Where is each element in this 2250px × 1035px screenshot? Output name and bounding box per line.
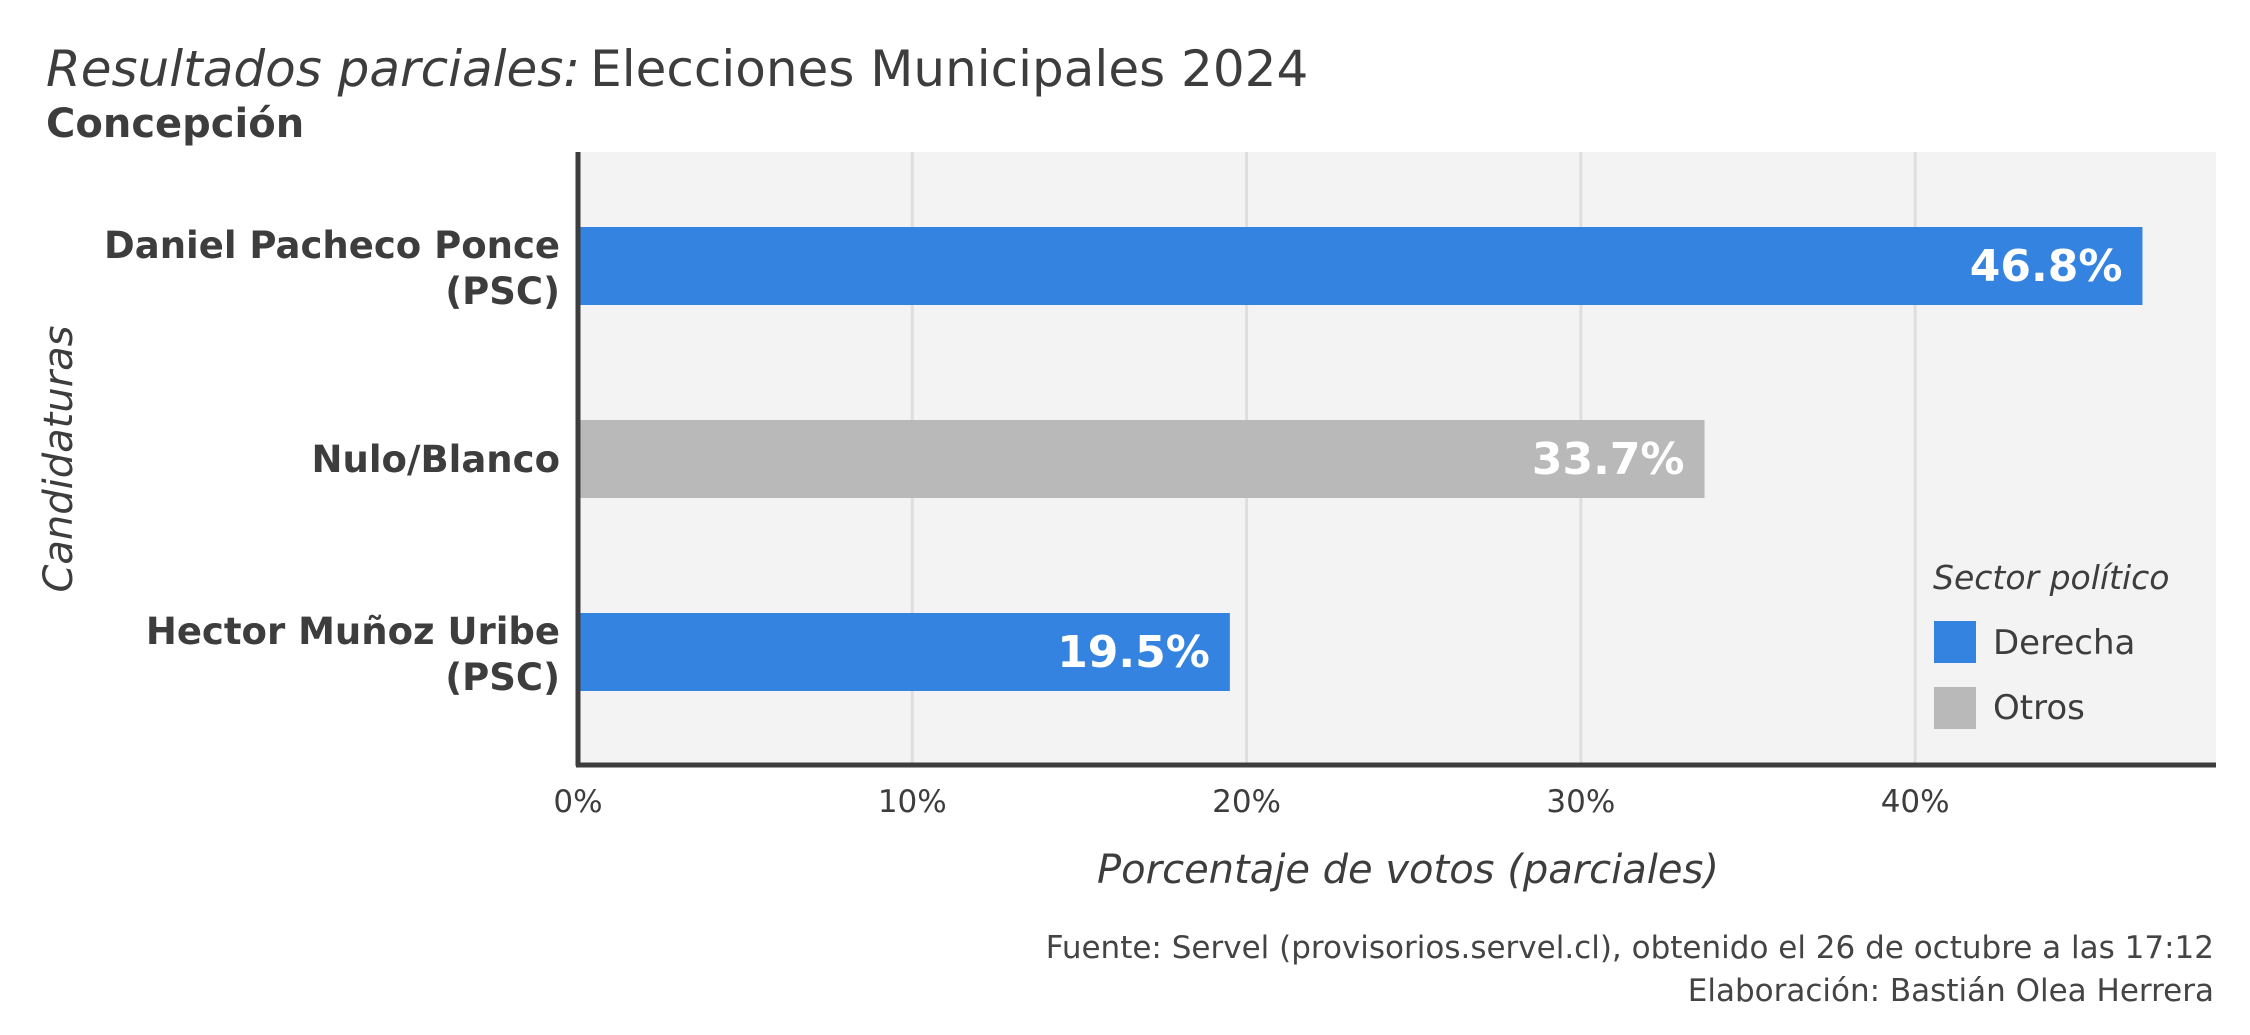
legend-swatch-otros [1934, 687, 1976, 729]
x-axis-title: Porcentaje de votos (parciales) [1097, 847, 1719, 893]
legend-title: Sector político [1933, 558, 2170, 597]
footer-source: Fuente: Servel (provisorios.servel.cl), … [1045, 930, 2214, 966]
x-tick-label: 0% [553, 784, 602, 820]
chart-title: Resultados parciales: Elecciones Municipa… [46, 40, 1308, 98]
category-labels: Daniel Pacheco Ponce(PSC)Nulo/BlancoHect… [104, 224, 560, 699]
bars-group: 46.8% 33.7% 19.5% [578, 227, 2143, 691]
bar [578, 227, 2143, 305]
title-main: Elecciones Municipales 2024 [590, 40, 1308, 98]
category-label-line2: (PSC) [445, 270, 560, 313]
title-prefix: Resultados parciales: [46, 40, 580, 98]
legend: Sector político Derecha Otros [1933, 558, 2170, 729]
chart-subtitle: Concepción [46, 101, 304, 147]
category-label: Hector Muñoz Uribe [146, 610, 560, 653]
bar [578, 420, 1705, 498]
bar-value-label: 33.7% [1532, 434, 1685, 485]
x-tick-label: 40% [1881, 784, 1950, 820]
category-label: Nulo/Blanco [312, 438, 560, 481]
x-tick-labels: 0% 10% 20% 30% 40% [553, 784, 1949, 820]
x-tick-label: 20% [1212, 784, 1281, 820]
x-tick-label: 10% [878, 784, 947, 820]
legend-swatch-derecha [1934, 621, 1976, 663]
legend-label-otros: Otros [1993, 688, 2085, 728]
bar-value-label: 19.5% [1057, 627, 1210, 678]
category-label-line2: (PSC) [445, 656, 560, 699]
bar-value-label: 46.8% [1970, 241, 2123, 292]
x-tick-label: 30% [1546, 784, 1615, 820]
y-axis-title: Candidaturas [36, 325, 82, 592]
legend-label-derecha: Derecha [1993, 623, 2135, 663]
bar [578, 613, 1230, 691]
category-label: Daniel Pacheco Ponce [104, 224, 560, 267]
footer-credit: Elaboración: Bastián Olea Herrera [1687, 973, 2214, 1009]
